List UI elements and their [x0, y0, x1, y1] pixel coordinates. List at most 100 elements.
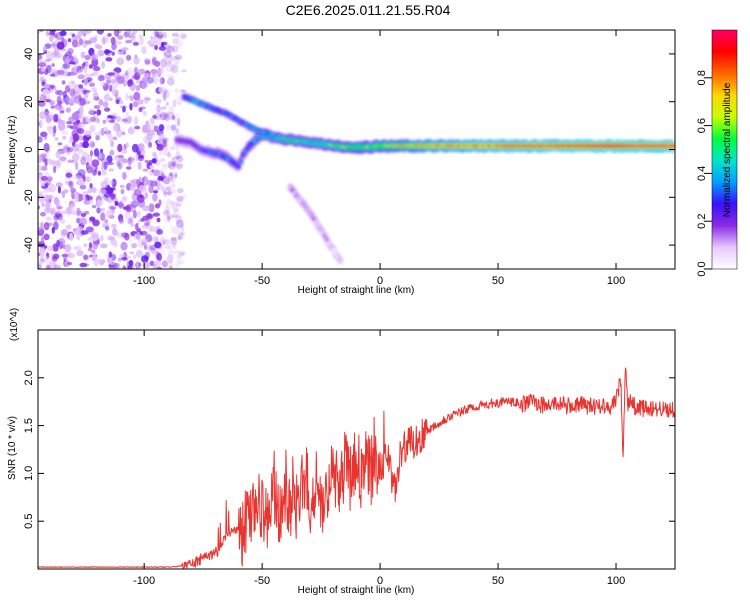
noise-blob — [171, 177, 176, 181]
noise-blob — [163, 177, 171, 185]
noise-blob — [49, 100, 55, 106]
noise-blob — [131, 143, 139, 153]
noise-blob — [144, 221, 151, 227]
noise-blob — [127, 116, 132, 124]
noise-blob — [91, 249, 96, 254]
noise-blob — [53, 196, 60, 205]
noise-blob — [164, 89, 171, 95]
noise-blob — [166, 64, 174, 72]
noise-blob — [69, 32, 74, 36]
noise-blob — [112, 136, 118, 141]
noise-blob — [138, 185, 147, 192]
noise-blob — [118, 51, 127, 55]
noise-blob — [40, 212, 46, 217]
noise-blob — [53, 106, 60, 110]
noise-blob — [171, 183, 176, 188]
noise-blob — [122, 206, 131, 211]
noise-blob — [48, 183, 56, 193]
noise-blob — [156, 217, 161, 223]
noise-blob — [48, 32, 56, 36]
main-trace-core — [238, 158, 243, 162]
noise-blob — [139, 230, 148, 236]
noise-blob — [132, 101, 139, 108]
noise-blob — [135, 266, 141, 269]
noise-blob — [123, 120, 130, 125]
noise-blob — [71, 93, 76, 99]
noise-blob — [175, 161, 183, 167]
noise-blob — [121, 47, 129, 51]
noise-blob — [103, 93, 111, 102]
noise-blob — [176, 113, 180, 118]
noise-blob — [38, 205, 41, 210]
noise-blob — [59, 30, 67, 37]
noise-blob — [177, 231, 182, 237]
noise-blob — [130, 200, 139, 208]
noise-blob — [51, 256, 58, 262]
noise-blob — [167, 160, 172, 169]
noise-blob — [143, 72, 150, 80]
noise-blob — [177, 233, 185, 242]
noise-blob — [38, 264, 42, 269]
noise-blob — [49, 34, 54, 42]
noise-blob — [88, 64, 94, 69]
noise-blob — [88, 140, 95, 149]
noise-blob — [44, 208, 52, 213]
noise-blob — [167, 105, 175, 115]
noise-blob — [169, 146, 175, 150]
noise-blob — [89, 116, 96, 123]
noise-blob — [107, 255, 113, 265]
noise-blob — [80, 181, 86, 186]
noise-blob — [60, 210, 67, 215]
noise-blob — [61, 131, 68, 135]
noise-blob — [76, 210, 83, 215]
colorbar-strip — [711, 29, 738, 270]
noise-blob — [46, 125, 54, 132]
noise-blob — [57, 186, 61, 194]
noise-blob — [49, 207, 56, 215]
noise-blob — [144, 192, 149, 199]
noise-blob — [165, 237, 170, 242]
noise-blob — [64, 244, 72, 253]
noise-blob — [138, 154, 144, 159]
noise-blob — [67, 159, 75, 163]
noise-blob — [158, 30, 163, 36]
noise-blob — [158, 86, 164, 94]
noise-blob — [152, 75, 159, 85]
noise-blob — [100, 212, 106, 222]
noise-blob — [162, 92, 167, 102]
noise-blob — [141, 255, 149, 263]
noise-blob — [151, 151, 157, 157]
noise-blob — [108, 236, 115, 241]
noise-blob — [111, 51, 115, 56]
noise-blob — [69, 180, 74, 189]
noise-blob — [167, 44, 171, 53]
noise-blob — [131, 178, 140, 188]
noise-blob — [42, 88, 50, 96]
noise-blob — [79, 97, 87, 106]
noise-blob — [156, 38, 162, 46]
spectrogram-x-axis-label: Height of straight line (km) — [298, 285, 415, 296]
noise-blob — [173, 250, 181, 254]
y-tick-label: -20 — [23, 189, 35, 205]
noise-blob — [104, 197, 109, 202]
noise-blob — [105, 129, 112, 138]
noise-blob — [176, 42, 182, 49]
noise-blob — [44, 158, 48, 167]
noise-blob — [53, 221, 59, 230]
noise-blob — [54, 137, 59, 141]
noise-blob — [38, 191, 44, 195]
noise-blob — [164, 244, 172, 249]
noise-blob — [180, 33, 187, 39]
noise-blob — [113, 239, 118, 248]
noise-blob — [157, 106, 163, 111]
noise-blob — [76, 67, 83, 73]
noise-blob — [56, 239, 60, 247]
noise-blob — [72, 210, 78, 216]
noise-blob — [88, 242, 93, 249]
noise-blob — [130, 33, 135, 42]
noise-blob — [169, 224, 173, 229]
noise-blob — [130, 184, 134, 191]
noise-blob — [178, 249, 186, 256]
noise-blob — [153, 260, 162, 268]
noise-blob — [93, 105, 101, 109]
